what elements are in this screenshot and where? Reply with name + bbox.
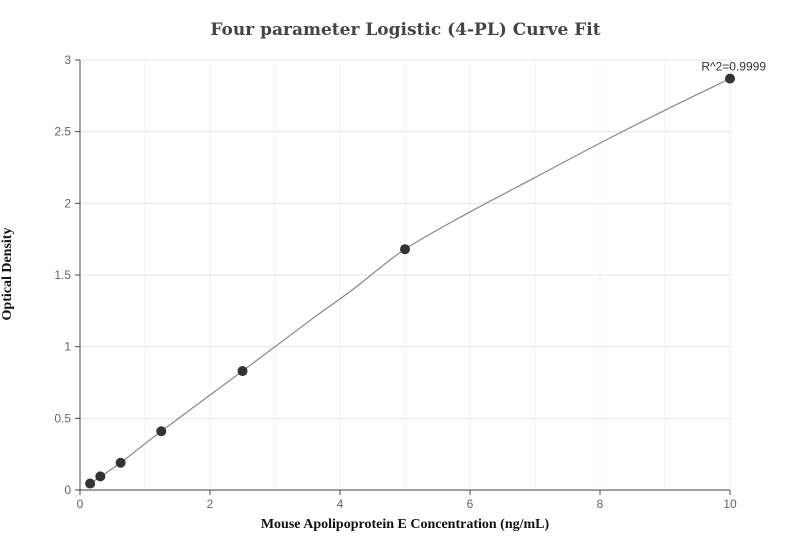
- y-tick-label: 0: [64, 483, 71, 497]
- data-point: [115, 457, 126, 468]
- x-tick-label: 0: [77, 497, 84, 511]
- y-tick-label: 0.5: [54, 411, 71, 425]
- x-axis-label: Mouse Apolipoprotein E Concentration (ng…: [260, 517, 550, 532]
- y-tick-label: 2.5: [54, 125, 71, 139]
- grid-lines: [80, 59, 731, 490]
- y-axis-label: Optical Density: [0, 227, 15, 321]
- data-point: [400, 244, 410, 255]
- ticks: 0 2 4 6 8 10 0 0.5 1 1.5 2 2.5 3: [54, 53, 737, 511]
- r-squared-annotation: R^2=0.9999: [701, 60, 766, 74]
- fit-curve-line: [89, 78, 731, 485]
- x-tick-label: 8: [597, 497, 604, 511]
- x-tick-label: 2: [207, 497, 214, 511]
- y-tick-label: 1: [64, 340, 71, 354]
- annotations: R^2=0.9999: [701, 60, 766, 74]
- y-tick-label: 2: [64, 196, 71, 210]
- data-point: [85, 478, 96, 489]
- x-tick-label: 6: [467, 497, 474, 511]
- data-point: [156, 426, 167, 437]
- chart-title: Four parameter Logistic (4-PL) Curve Fit: [210, 20, 601, 40]
- x-tick-label: 10: [723, 497, 737, 511]
- y-tick-label: 3: [64, 53, 71, 67]
- data-point: [725, 73, 735, 84]
- data-point: [95, 471, 106, 482]
- data-points: [85, 73, 735, 489]
- y-tick-label: 1.5: [54, 268, 71, 282]
- x-tick-label: 4: [337, 497, 344, 511]
- fit-curve: [89, 78, 731, 485]
- data-point: [237, 366, 248, 377]
